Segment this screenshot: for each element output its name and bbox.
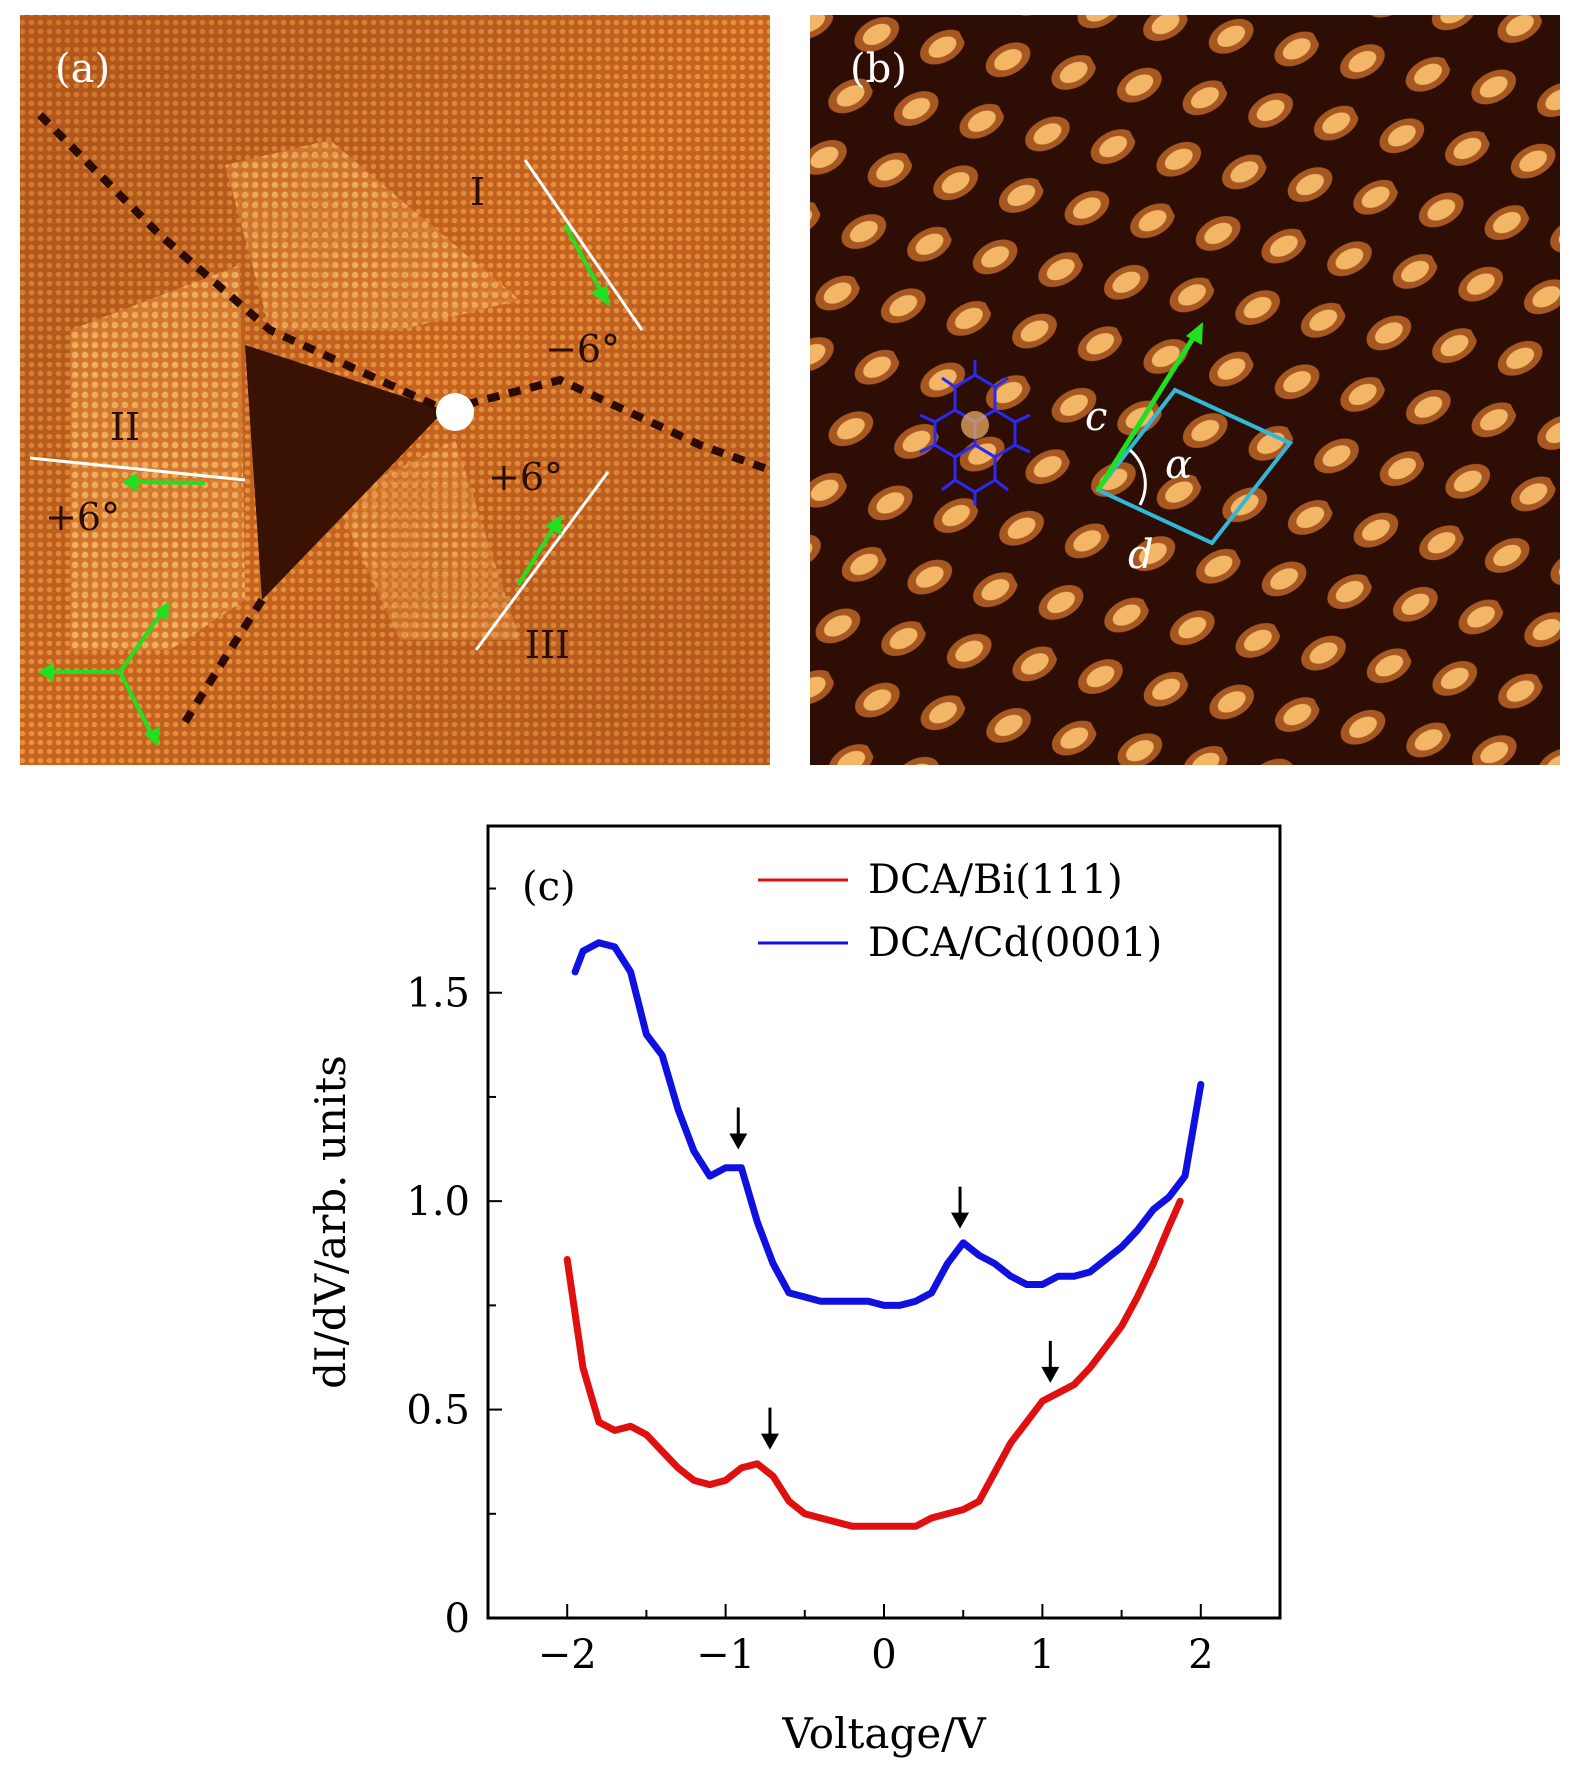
domain-direction-line [523,159,644,331]
domain-direction-line [474,471,610,651]
unit-cell [1094,387,1294,546]
panel-b: (b) c d α [810,15,1560,765]
domain-boundary [37,112,447,414]
x-axis-ticks: −2 −1 0 1 2 [487,1604,1281,1678]
panel-a: (a) I II III −6° +6° +6° [20,15,772,765]
green-arrow [563,224,610,307]
angle-label-minus6: −6° [545,327,620,371]
x-tick-label: −2 [538,1632,597,1678]
x-tick-label: −1 [696,1632,755,1678]
panel-b-label: (b) [850,46,907,92]
peak-arrow [729,1107,748,1150]
x-axis-title: Voltage/V [781,1709,986,1758]
panel-c-label: (c) [522,864,576,910]
y-axis-ticks: 0 0.5 1.0 1.5 [406,887,502,1642]
series-line-dca-bi-111- [563,1197,1184,1530]
y-tick-label: 1.5 [406,971,470,1017]
peak-arrow [1041,1340,1060,1383]
angle-alpha-arc [1128,448,1147,506]
legend-label-bi: DCA/Bi(111) [868,857,1123,903]
substrate-hole [245,345,445,600]
angle-label-plus6-right: +6° [488,455,563,499]
x-tick-label: 0 [871,1632,896,1678]
peak-arrow [951,1186,970,1229]
green-arrow [516,515,561,587]
panel-a-label: (a) [55,46,110,92]
domain-direction-line [29,456,246,482]
y-tick-label: 0 [445,1596,470,1642]
series-layer [563,939,1205,1530]
x-tick-label: 2 [1188,1632,1213,1678]
lattice-axes-icon [38,602,169,747]
cell-label-d: d [1128,532,1154,578]
angle-label-plus6-left: +6° [45,495,120,539]
legend: DCA/Bi(111) DCA/Cd(0001) [758,857,1162,966]
cell-label-c: c [1085,394,1107,440]
legend-label-cd: DCA/Cd(0001) [868,920,1162,966]
adsorbate-dot [436,393,474,431]
green-arrow [122,472,206,492]
series-line-dca-cd-0001- [571,939,1205,1309]
y-axis-title: dI/dV/arb. units [306,1055,355,1389]
x-tick-label: 1 [1030,1632,1055,1678]
lattice-vector-c [1095,322,1203,492]
panel-b-stm-image [810,15,1560,765]
peak-arrow [760,1407,779,1450]
cell-label-alpha: α [1165,442,1192,488]
y-tick-label: 0.5 [406,1388,470,1434]
domain-bright-region [225,140,520,330]
y-tick-label: 1.0 [406,1179,470,1225]
domain-label-III: III [525,623,570,667]
domain-label-II: II [110,405,140,449]
domain-bright-region [335,440,520,640]
dca-molecule-model [919,360,1031,505]
domain-boundary [443,375,772,474]
domain-label-I: I [470,170,485,214]
annotation-layer [729,1107,1060,1450]
domain-bright-region [70,265,245,650]
panel-c-chart: 0 0.5 1.0 1.5 −2 −1 0 1 2 (c) DCA/Bi(111) DCA/C… [306,824,1282,1758]
